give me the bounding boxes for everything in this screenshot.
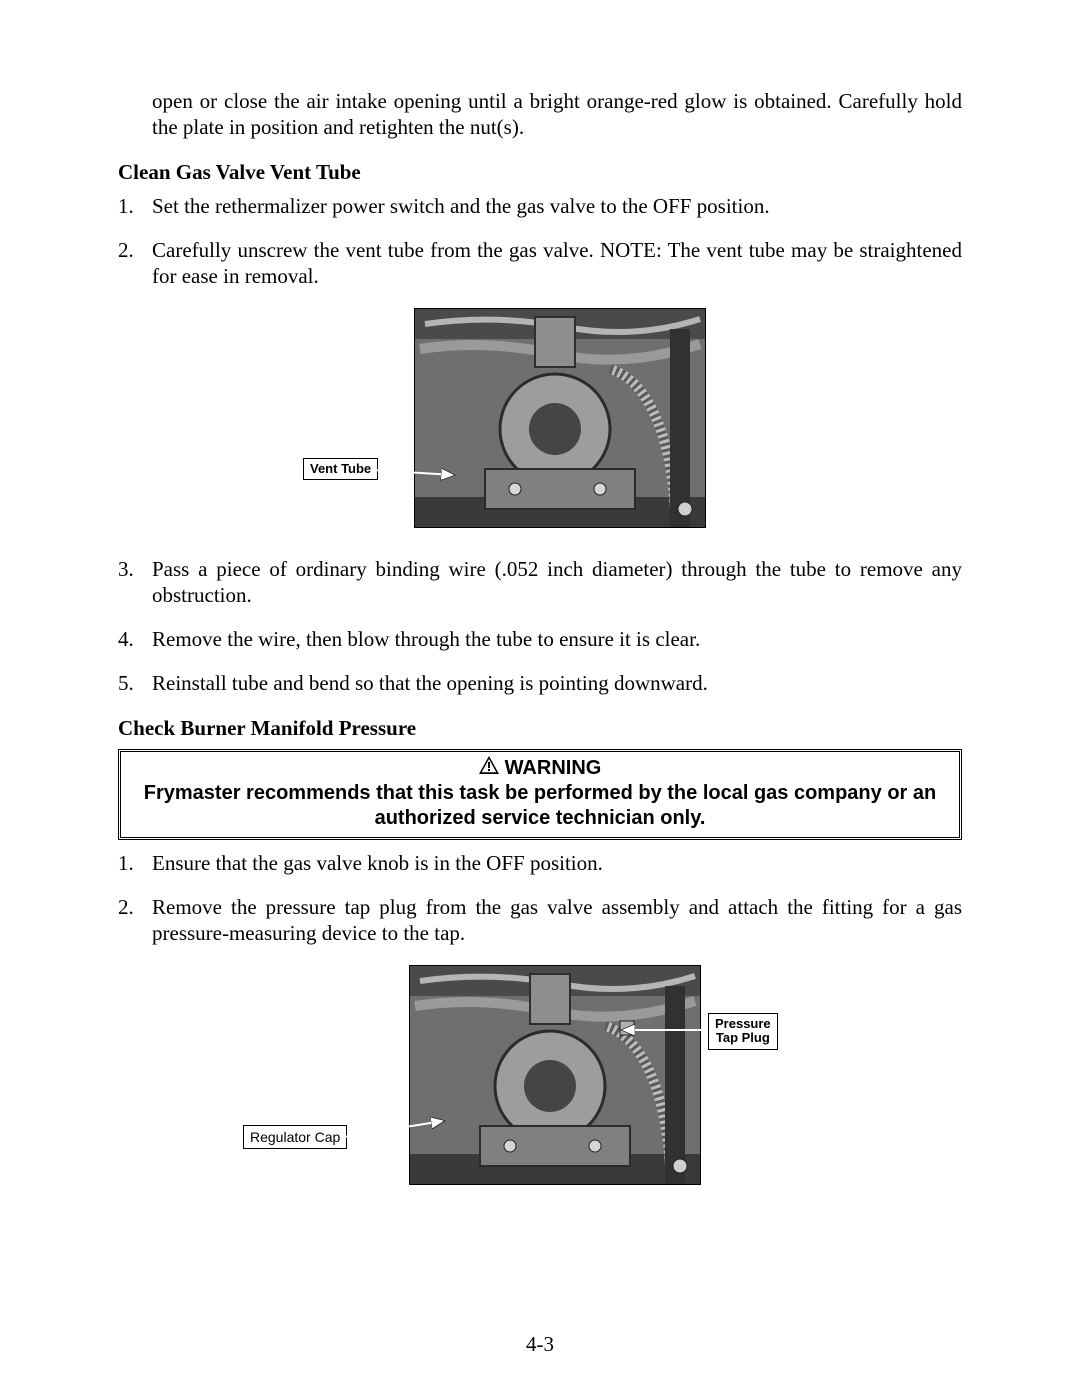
section1-step-2: Carefully unscrew the vent tube from the… bbox=[118, 237, 962, 290]
warning-triangle-icon bbox=[479, 756, 499, 781]
figure-2-photo bbox=[409, 965, 701, 1185]
section2-step-1: Ensure that the gas valve knob is in the… bbox=[118, 850, 962, 876]
figure-1-callout-vent-tube: Vent Tube bbox=[303, 458, 378, 481]
section-heading-check-burner: Check Burner Manifold Pressure bbox=[118, 715, 962, 741]
figure-2-wrap: Regulator Cap Pressure Tap Plug bbox=[118, 965, 962, 1200]
page-number: 4-3 bbox=[0, 1331, 1080, 1357]
figure-1-photo bbox=[414, 308, 706, 528]
figure-2-callout-pressure-line2: Tap Plug bbox=[716, 1030, 770, 1045]
section1-steps-list-b: Pass a piece of ordinary binding wire (.… bbox=[118, 556, 962, 697]
warning-body-text: Frymaster recommends that this task be p… bbox=[133, 781, 947, 831]
section1-step-4: Remove the wire, then blow through the t… bbox=[118, 626, 962, 652]
figure-2-callout-pressure-line1: Pressure bbox=[715, 1016, 771, 1031]
figure-1-svg bbox=[415, 309, 705, 527]
section1-step-3: Pass a piece of ordinary binding wire (.… bbox=[118, 556, 962, 609]
warning-title-row: WARNING bbox=[479, 756, 602, 781]
section1-step-1: Set the rethermalizer power switch and t… bbox=[118, 193, 962, 219]
figure-2-callout-pressure-tap: Pressure Tap Plug bbox=[708, 1013, 778, 1051]
figure-2-svg bbox=[410, 966, 700, 1184]
figure-2-callout-regulator-cap: Regulator Cap bbox=[243, 1125, 347, 1149]
warning-title-text: WARNING bbox=[505, 756, 602, 781]
section1-steps-list-a: Set the rethermalizer power switch and t… bbox=[118, 193, 962, 290]
section-heading-clean-gas-valve: Clean Gas Valve Vent Tube bbox=[118, 159, 962, 185]
section1-step-5: Reinstall tube and bend so that the open… bbox=[118, 670, 962, 696]
intro-paragraph: open or close the air intake opening unt… bbox=[152, 88, 962, 141]
warning-box: WARNING Frymaster recommends that this t… bbox=[118, 749, 962, 840]
section2-step-2: Remove the pressure tap plug from the ga… bbox=[118, 894, 962, 947]
figure-1-wrap: Vent Tube bbox=[118, 308, 962, 538]
section2-steps-list: Ensure that the gas valve knob is in the… bbox=[118, 850, 962, 947]
document-page: open or close the air intake opening unt… bbox=[0, 0, 1080, 1397]
